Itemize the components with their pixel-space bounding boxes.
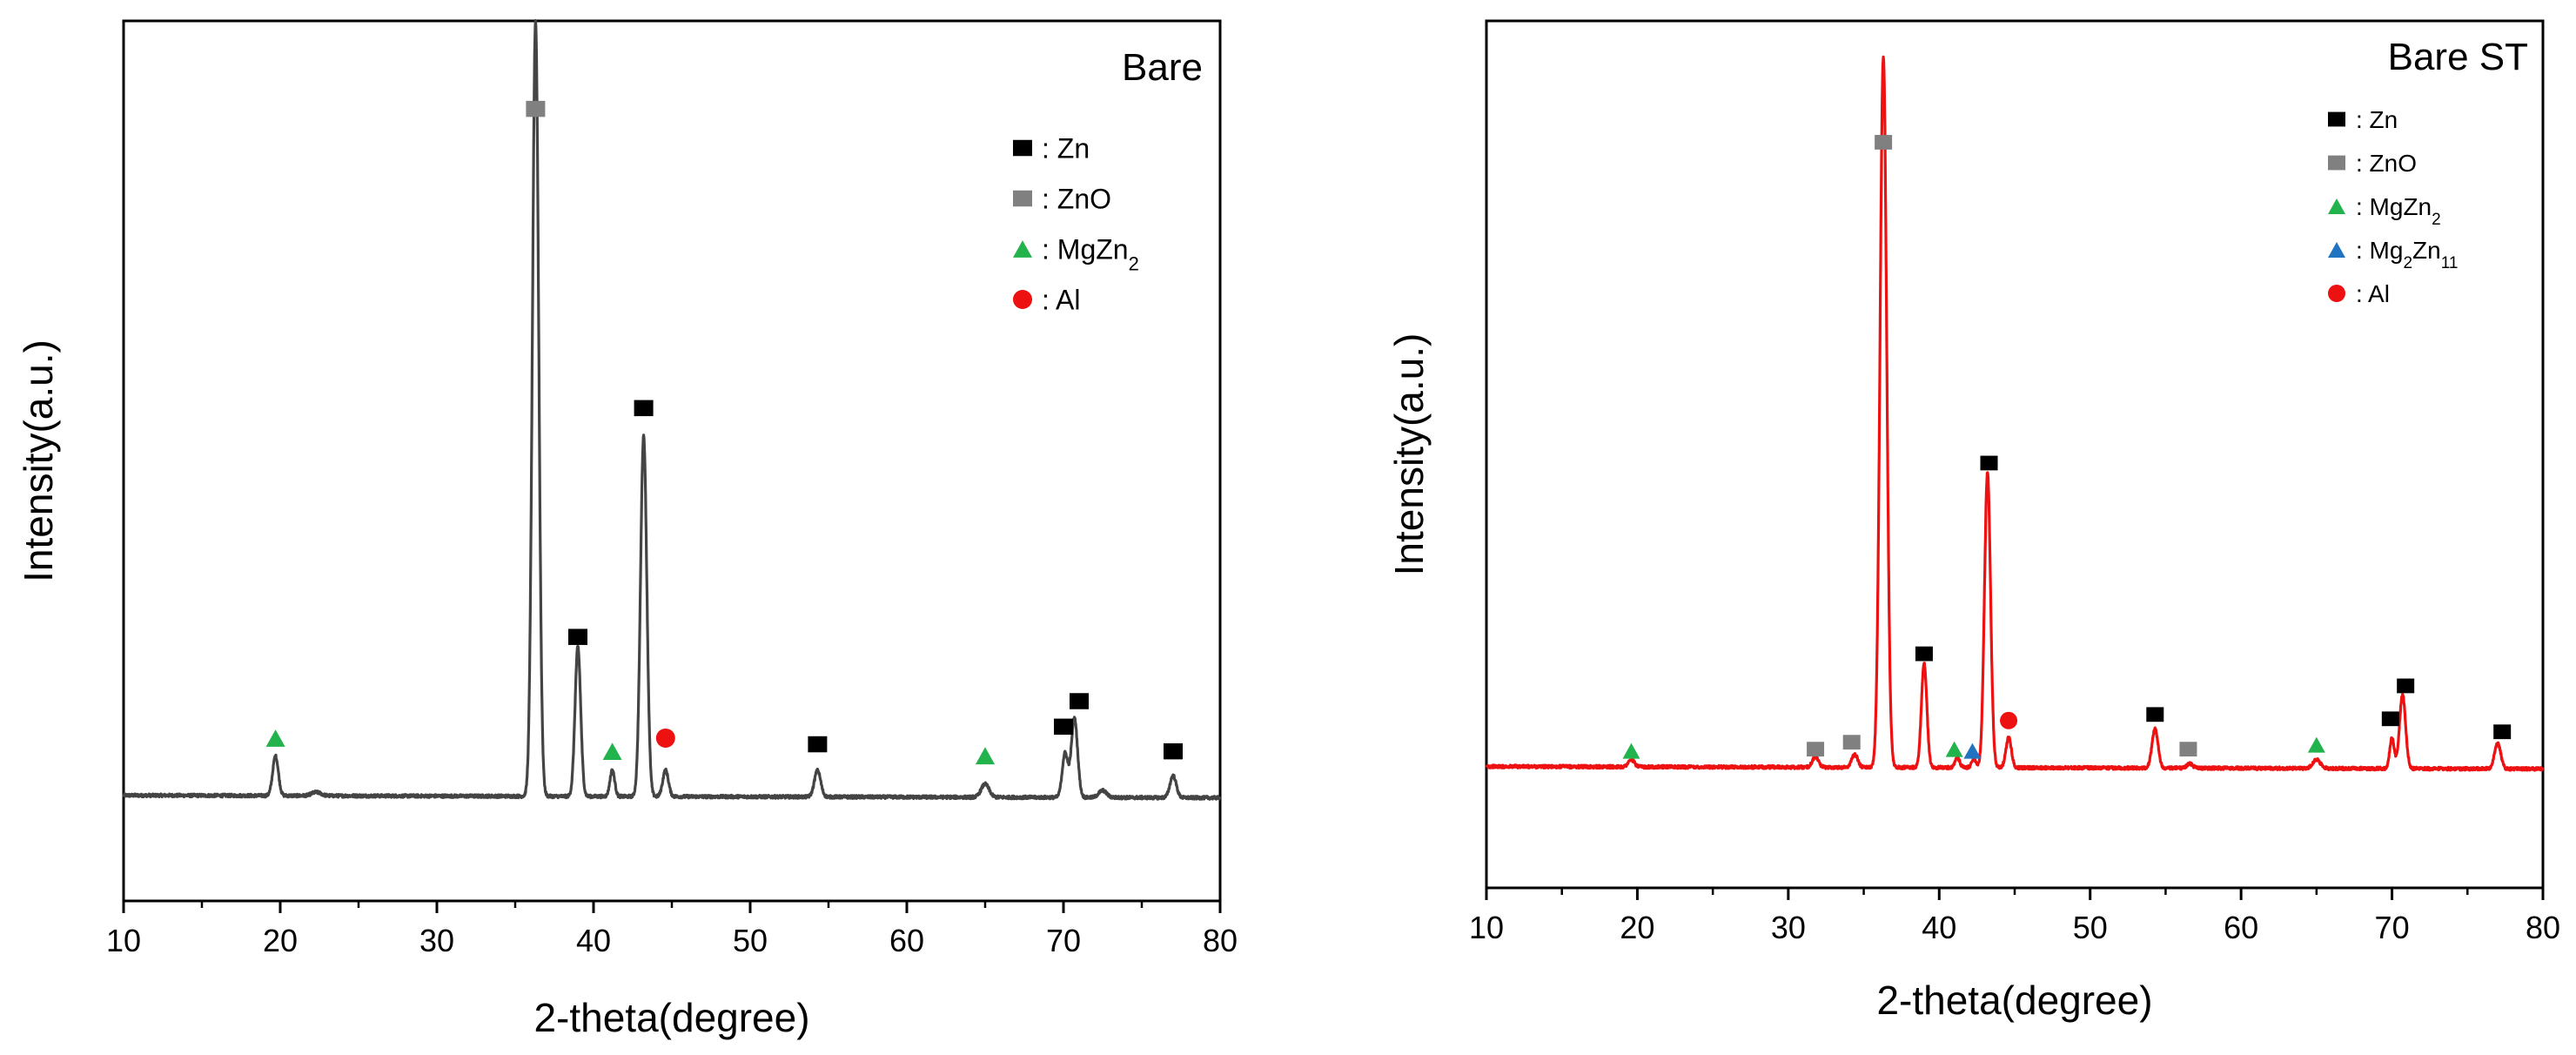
x-tick-label: 40 <box>576 923 611 958</box>
legend-subscript: 2 <box>2403 254 2412 272</box>
legend-text-part: : MgZn <box>1042 234 1129 265</box>
peak-marker-mgzn2 <box>1622 743 1640 759</box>
legend-text-part: Zn <box>2412 237 2441 264</box>
series-line <box>122 18 1222 801</box>
peak-marker-zn <box>808 736 828 753</box>
legend-label-mgzn2: : MgZn2 <box>2356 193 2441 229</box>
legend-text-part: : Al <box>1042 285 1080 316</box>
peak-marker-mgzn2 <box>1945 741 1963 757</box>
peak-marker-zn <box>634 400 654 417</box>
legend-marker-mgzn2 <box>1013 240 1032 258</box>
legend-text-part: : Al <box>2356 280 2390 307</box>
peak-marker-zn <box>2146 707 2164 722</box>
legend-subscript: 2 <box>1129 252 1139 274</box>
chart-title: Bare <box>1122 46 1203 89</box>
x-tick-label: 70 <box>1046 923 1081 958</box>
legend-subscript: 2 <box>2432 211 2441 229</box>
x-tick-label: 60 <box>889 923 924 958</box>
legend-label-al: : Al <box>1042 285 1080 316</box>
legend-text-part: : ZnO <box>2356 150 2417 177</box>
chart-title: Bare ST <box>2388 36 2528 78</box>
legend-marker-zno <box>2328 155 2345 171</box>
peak-marker-zn <box>1915 646 1933 662</box>
series-line <box>1485 55 2545 772</box>
peak-marker-zn <box>2493 724 2512 740</box>
x-tick-label: 10 <box>1469 910 1504 945</box>
legend-text-part: : Mg <box>2356 237 2403 264</box>
legend-label-mg2zn11: : Mg2Zn11 <box>2356 237 2458 272</box>
peak-marker-mgzn2 <box>602 743 622 761</box>
peak-marker-zno <box>2179 742 2197 757</box>
peak-marker-zno <box>1807 742 1825 757</box>
legend-label-zn: : Zn <box>1042 133 1090 165</box>
x-axis-label: 2-theta(degree) <box>1876 978 2152 1023</box>
legend-text-part: : Zn <box>2356 106 2398 133</box>
peak-marker-zn <box>2381 711 2399 727</box>
peak-marker-mgzn2 <box>976 747 995 765</box>
x-tick-label: 30 <box>1771 910 1806 945</box>
peak-marker-zno <box>1875 135 1893 150</box>
legend-text-part: : Zn <box>1042 133 1090 165</box>
x-tick-label: 20 <box>263 923 298 958</box>
legend-marker-zno <box>1013 190 1032 207</box>
legend-text-part: : ZnO <box>1042 184 1111 215</box>
legend-label-mgzn2: : MgZn2 <box>1042 234 1139 275</box>
x-tick-label: 10 <box>106 923 141 958</box>
x-axis-label: 2-theta(degree) <box>533 995 809 1040</box>
legend-marker-zn <box>1013 139 1032 157</box>
legend-subscript: 11 <box>2441 254 2459 272</box>
x-tick-label: 20 <box>1620 910 1654 945</box>
legend-marker-zn <box>2328 111 2345 127</box>
x-tick-label: 50 <box>733 923 768 958</box>
peak-marker-zn <box>1164 743 1183 760</box>
x-tick-label: 80 <box>1203 923 1238 958</box>
peak-marker-zn <box>1980 455 1998 471</box>
chart-panel-bare-st: 10 20 30 40 50 60 70 80 2-theta(degree) Intensity… <box>1386 19 2560 1023</box>
x-tick-label: 80 <box>2526 910 2560 945</box>
legend-marker-al <box>2328 285 2345 302</box>
peak-marker-zno <box>526 100 546 118</box>
peak-marker-zno <box>1842 735 1861 750</box>
peak-marker-zn <box>2397 678 2415 694</box>
legend-text-part: : MgZn <box>2356 193 2432 220</box>
legend-marker-al <box>1013 290 1032 309</box>
legend-marker-mg2zn11 <box>2328 242 2345 258</box>
peak-marker-mgzn2 <box>2307 736 2325 753</box>
x-tick-label: 60 <box>2224 910 2258 945</box>
chart-panel-bare: 10 20 30 40 50 60 70 80 2-theta(degree) Intensity… <box>16 18 1238 1040</box>
legend-label-al: : Al <box>2356 280 2390 307</box>
peak-marker-mg2zn11 <box>1963 743 1982 759</box>
peak-marker-zn <box>1054 718 1073 736</box>
x-tick-label: 40 <box>1922 910 1956 945</box>
peak-marker-al <box>2000 711 2018 729</box>
peak-marker-zn <box>568 628 587 645</box>
y-axis-label: Intensity(a.u.) <box>1386 333 1432 576</box>
legend-label-zno: : ZnO <box>2356 150 2417 177</box>
legend-label-zno: : ZnO <box>1042 184 1111 215</box>
legend-marker-mgzn2 <box>2328 198 2345 214</box>
legend-label-zn: : Zn <box>2356 106 2398 133</box>
x-tick-label: 70 <box>2375 910 2410 945</box>
y-axis-label: Intensity(a.u.) <box>16 339 61 582</box>
x-tick-label: 50 <box>2073 910 2108 945</box>
peak-marker-al <box>655 728 675 748</box>
x-tick-label: 30 <box>419 923 454 958</box>
peak-marker-mgzn2 <box>265 729 285 747</box>
peak-marker-zn <box>1070 693 1089 709</box>
